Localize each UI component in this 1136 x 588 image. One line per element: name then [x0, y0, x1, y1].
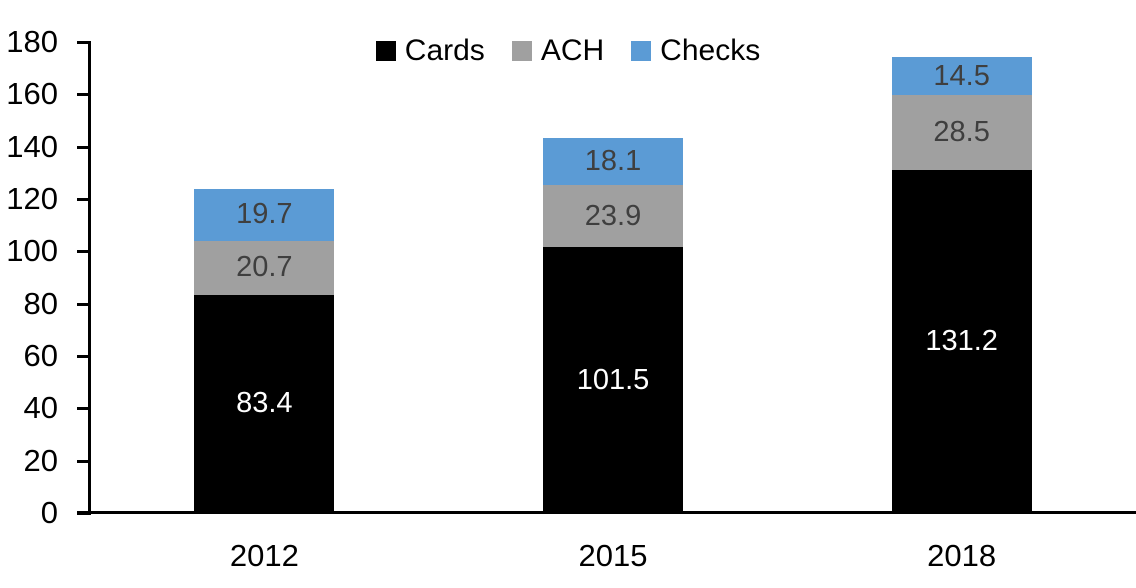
- y-axis-tick: [77, 250, 91, 254]
- y-axis-tick-label: 20: [23, 442, 58, 478]
- y-axis-tick: [77, 93, 91, 97]
- y-axis-tick: [77, 145, 91, 149]
- legend-label-checks: Checks: [660, 34, 761, 67]
- y-axis-tick: [77, 407, 91, 411]
- segment-value-label: 131.2: [925, 324, 998, 357]
- y-axis-line: [88, 41, 91, 515]
- bar-segment-ach: 20.7: [194, 240, 335, 295]
- segment-value-label: 14.5: [933, 59, 990, 92]
- chart-legend: Cards ACH Checks: [0, 33, 1136, 69]
- y-axis-tick-label: 180: [6, 24, 58, 59]
- y-axis-tick-label: 0: [40, 495, 58, 530]
- bar-segment-checks: 14.5: [891, 57, 1032, 96]
- segment-value-label: 20.7: [236, 251, 293, 284]
- y-axis-tick: [77, 459, 91, 463]
- y-axis-tick-label: 60: [23, 338, 58, 373]
- bar-segment-checks: 18.1: [543, 137, 683, 185]
- bar-segment-ach: 28.5: [891, 95, 1032, 170]
- bar-segment-cards: 131.2: [891, 169, 1032, 513]
- bar-segment-cards: 101.5: [543, 247, 683, 513]
- y-axis-tick: [77, 198, 91, 201]
- x-axis-label-2012: 2012: [229, 538, 299, 573]
- segment-value-label: 28.5: [933, 115, 990, 148]
- legend-item-ach: ACH: [511, 34, 605, 67]
- bar-segment-cards: 83.4: [194, 294, 335, 513]
- y-axis-tick-label: 160: [6, 76, 58, 112]
- x-axis-label-2015: 2015: [578, 538, 648, 573]
- y-axis-tick-label: 40: [23, 390, 58, 426]
- legend-label-ach: ACH: [540, 34, 605, 67]
- y-axis-tick-label: 80: [23, 285, 58, 321]
- y-axis-tick-label: 100: [6, 233, 58, 269]
- y-axis-tick: [77, 355, 91, 358]
- legend-swatch-ach: [511, 41, 532, 61]
- legend-swatch-cards: [375, 41, 396, 61]
- y-axis-tick: [77, 302, 91, 306]
- x-axis-label-2018: 2018: [927, 538, 997, 573]
- segment-value-label: 23.9: [584, 199, 642, 232]
- legend-label-cards: Cards: [404, 34, 485, 67]
- bar-segment-ach: 23.9: [543, 184, 683, 248]
- segment-value-label: 19.7: [236, 198, 293, 231]
- legend-swatch-checks: [631, 41, 652, 61]
- y-axis-tick-label: 140: [6, 128, 58, 164]
- segment-value-label: 101.5: [576, 363, 650, 396]
- bar-segment-checks: 19.7: [194, 189, 335, 241]
- legend-item-cards: Cards: [375, 34, 485, 67]
- segment-value-label: 83.4: [236, 387, 293, 420]
- segment-value-label: 18.1: [584, 144, 642, 177]
- y-axis-tick: [77, 41, 91, 44]
- legend-item-checks: Checks: [631, 36, 760, 66]
- y-axis-tick-label: 120: [6, 181, 58, 216]
